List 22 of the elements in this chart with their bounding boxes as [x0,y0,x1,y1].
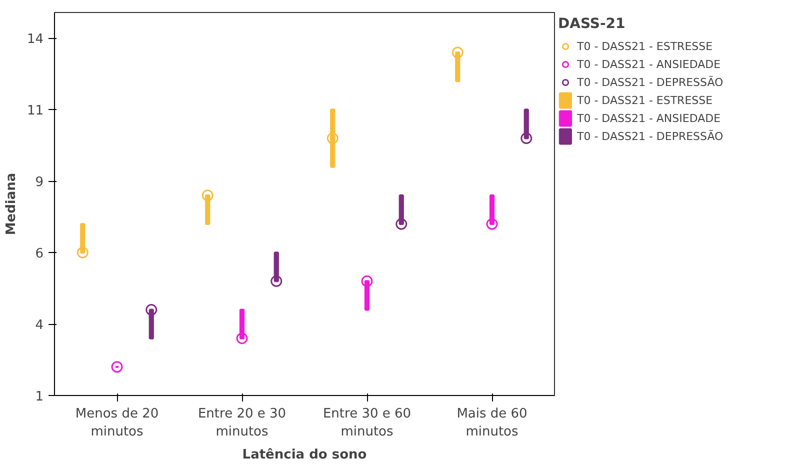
legend-label: T0 - DASS21 - DEPRESSÃO [577,74,724,90]
y-tick-label: 4 [35,318,44,334]
legend-label: T0 - DASS21 - ESTRESSE [577,92,713,108]
x-tick-label: Mais de 60 minutos [456,406,528,440]
x-axis-title: Latência do sono [242,448,367,462]
legend-title: DASS-21 [558,16,626,32]
y-tick-label: 14 [26,32,44,48]
y-tick-label: 1 [35,390,44,404]
bar [489,194,495,226]
bar [398,194,404,226]
y-tick-label: 6 [35,246,44,262]
x-tick-label: Menos de 20 minutos [75,406,159,440]
legend-label: T0 - DASS21 - ANSIEDADE [577,110,721,126]
x-tick-label: Entre 20 e 30 minutos [198,406,286,440]
legend-label: T0 - DASS21 - ESTRESSE [577,38,713,54]
x-tick-label: Entre 30 e 60 minutos [322,406,412,440]
y-axis-title: Mediana [4,172,19,236]
y-tick-label: 11 [26,104,44,119]
legend-label: T0 - DASS21 - ANSIEDADE [577,56,721,72]
y-tick-label: 9 [35,175,44,190]
legend-label: T0 - DASS21 - DEPRESSÃO [577,128,724,144]
bar [330,108,336,168]
